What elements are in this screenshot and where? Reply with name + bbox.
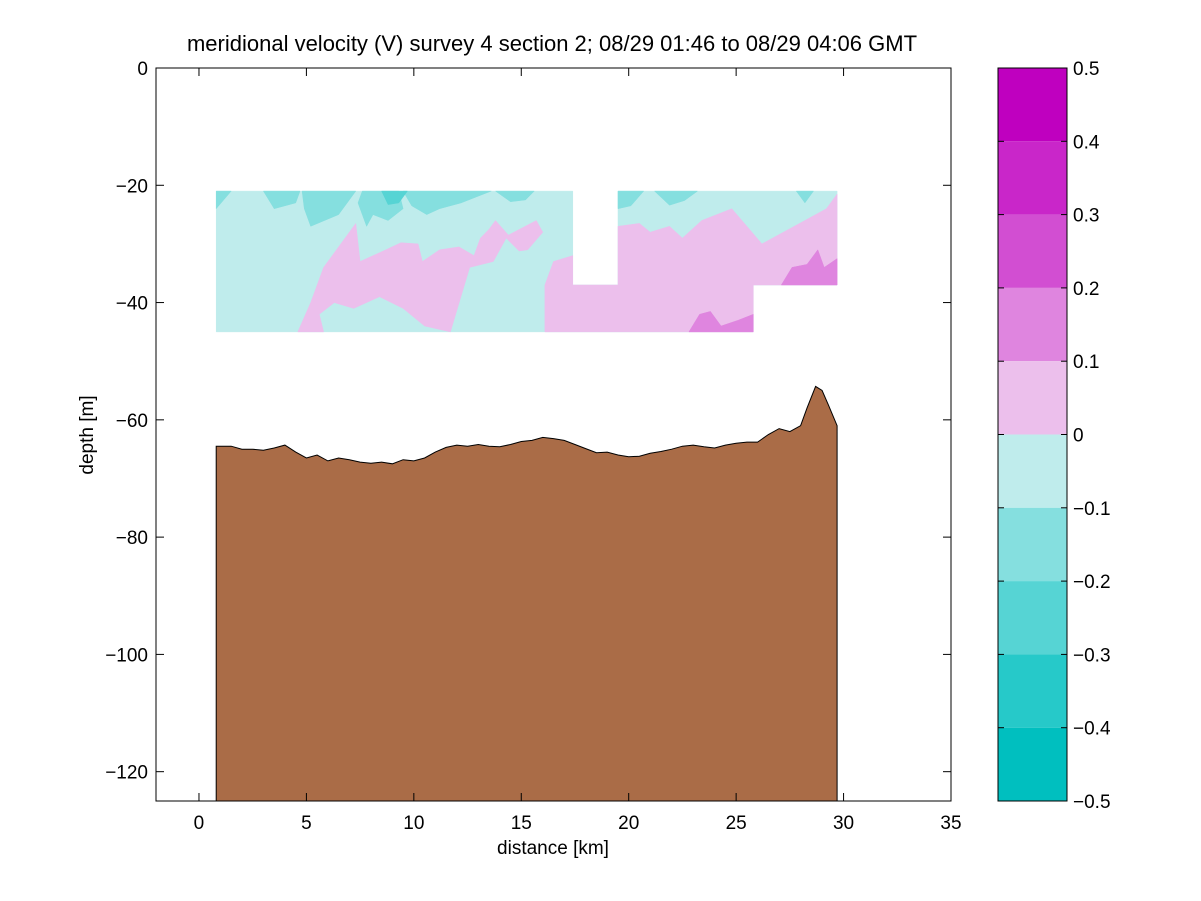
- velocity-patch-4: [301, 190, 357, 227]
- y-tick-label: −60: [116, 411, 148, 432]
- velocity-patch-11: [381, 190, 408, 205]
- colorbar-swatch: [998, 141, 1067, 215]
- velocity-patch-12: [297, 220, 544, 333]
- colorbar-tick-label: 0.4: [1073, 132, 1100, 153]
- y-axis-label: depth [m]: [77, 395, 98, 474]
- velocity-patch-9: [653, 190, 699, 206]
- y-tick-label: −100: [105, 645, 148, 666]
- chart-title: meridional velocity (V) survey 4 section…: [187, 31, 917, 56]
- velocity-patch-10: [795, 190, 814, 204]
- velocity-patch-7: [494, 190, 535, 202]
- velocity-patch-16: [688, 311, 754, 333]
- y-tick-label: −80: [116, 528, 148, 549]
- x-tick-label: 10: [403, 813, 424, 834]
- x-tick-label: 15: [511, 813, 532, 834]
- x-tick-label: 5: [301, 813, 312, 834]
- velocity-patch-15: [780, 249, 838, 286]
- bathymetry-seafloor: [215, 385, 838, 801]
- colorbar-swatch: [998, 581, 1067, 655]
- x-tick-label: 0: [194, 813, 205, 834]
- colorbar-tick-label: 0: [1073, 426, 1084, 447]
- velocity-patch-3: [262, 190, 301, 209]
- velocity-contour-layer: [215, 190, 838, 333]
- y-tick-label: −20: [116, 176, 148, 197]
- y-tick-label: −120: [105, 763, 148, 784]
- colorbar-swatch: [998, 287, 1067, 362]
- colorbar-swatch: [998, 727, 1067, 801]
- x-tick-label: 25: [726, 813, 747, 834]
- y-tick-label: 0: [137, 59, 148, 80]
- x-axis-label: distance [km]: [497, 838, 609, 859]
- x-tick-label: 20: [618, 813, 639, 834]
- colorbar-tick-label: −0.2: [1073, 572, 1111, 593]
- colorbar-tick-label: 0.5: [1073, 59, 1099, 80]
- colorbar-tick-label: −0.3: [1073, 645, 1111, 666]
- colorbar-swatch: [998, 361, 1067, 435]
- x-tick-label: 35: [940, 813, 961, 834]
- plot-frame: [155, 67, 952, 802]
- colorbar-swatch: [998, 654, 1067, 728]
- colorbar-tick-label: 0.3: [1073, 206, 1099, 227]
- colorbar-swatch: [998, 434, 1067, 508]
- colorbar-swatch: [998, 68, 1067, 142]
- colorbar-tick-label: −0.5: [1073, 792, 1111, 813]
- colorbar-swatch: [998, 507, 1067, 582]
- colorbar: 0.5 0.4 0.3 0.2 0.1 0 −0.1 −0.2 −0.3 −0.4 −0.5: [997, 59, 1111, 813]
- axes: 0 5 10 15 20 25 30 35 0 −20 −40 −60 −80 −100 −120: [105, 59, 961, 834]
- colorbar-tick-label: 0.1: [1073, 352, 1099, 373]
- velocity-patch-6: [402, 190, 492, 215]
- velocity-patch-2: [215, 190, 232, 210]
- x-tick-label: 30: [833, 813, 854, 834]
- colorbar-tick-label: 0.2: [1073, 279, 1099, 300]
- bathymetry-layer: [215, 385, 838, 801]
- velocity-patch-8: [617, 190, 645, 210]
- colorbar-tick-label: −0.4: [1073, 719, 1111, 740]
- colorbar-tick-label: −0.1: [1073, 499, 1111, 520]
- y-tick-label: −40: [116, 294, 148, 315]
- colorbar-swatch: [998, 214, 1067, 288]
